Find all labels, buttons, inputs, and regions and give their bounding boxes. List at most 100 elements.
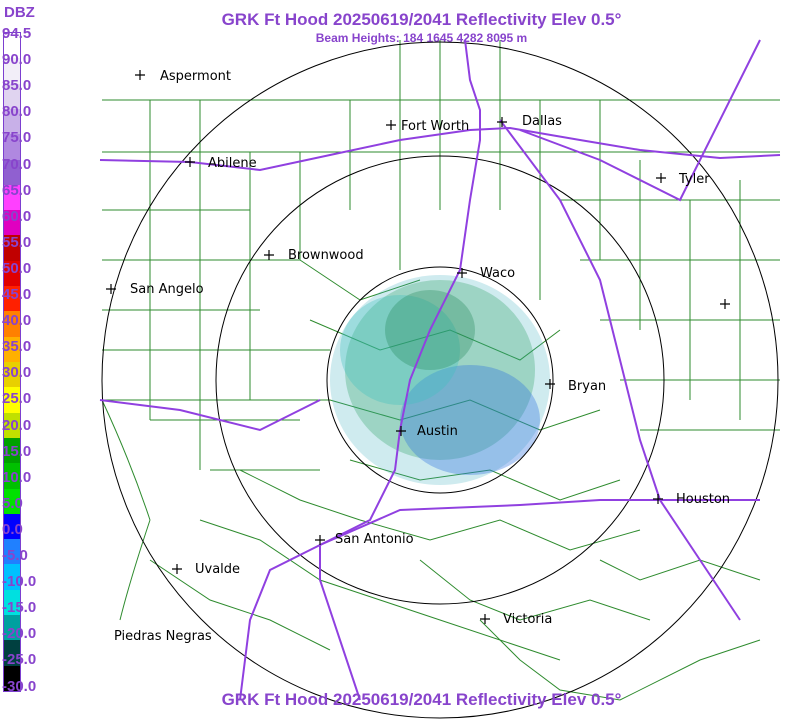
city-marker: Brownwood [264,248,364,263]
legend-swatch [4,58,20,84]
city-label: Houston [676,492,730,507]
legend-tick-label: -30.0 [2,677,37,695]
city-marker: Tyler [656,172,710,187]
city-label: Waco [480,266,515,281]
city-crosshair-icon [656,173,666,183]
city-label: Victoria [503,612,552,627]
legend-swatch [4,437,20,464]
legend-tick-label: 80.0 [2,103,32,121]
legend-swatch [4,387,20,413]
city-crosshair-icon [135,70,145,80]
city-crosshair-icon [480,614,490,624]
city-crosshair-icon [106,284,116,294]
city-crosshair-icon [457,268,467,278]
city-label: Abilene [208,156,257,171]
city-label: Aspermont [160,69,231,84]
legend-tick-label: 55.0 [2,233,32,251]
legend-swatch [4,362,20,388]
city-marker: Fort Worth [386,119,469,134]
legend-tick-label: 70.0 [2,155,32,173]
city-crosshair-icon [396,426,406,436]
legend-swatch [4,463,20,489]
city-marker: Houston [653,492,730,507]
city-markers: Aspermont Abilene Fort Worth Dallas Tyler Bro… [106,69,730,644]
legend-tick-label: 60.0 [2,207,32,225]
legend-swatch [4,134,20,160]
city-label: Uvalde [195,562,240,577]
legend-tick-label: 35.0 [2,338,32,356]
highways [99,39,781,701]
beam-heights-subtitle: Beam Heights: 184 1645 4282 8095 m [315,31,528,45]
legend-tick-label: -10.0 [2,573,37,591]
city-label: San Antonio [335,532,414,547]
legend-tick-label: 25.0 [2,390,32,408]
city-label: Piedras Negras [114,629,212,644]
legend-tick-label: 75.0 [2,129,32,147]
city-marker: Bryan [545,379,606,394]
city-crosshair-icon [545,379,555,389]
legend-swatch [4,83,20,109]
legend-swatch [4,539,20,565]
footer-title: GRK Ft Hood 20250619/2041 Reflectivity E… [221,690,622,709]
city-marker: Waco [457,266,515,281]
legend-tick-label: 90.0 [2,51,32,69]
city-crosshair-icon [264,250,274,260]
legend-swatch [4,589,20,616]
legend-tick-label: 85.0 [2,77,32,95]
legend-tick-label: 50.0 [2,259,32,277]
legend-swatch [4,184,20,211]
legend-swatch [4,412,20,438]
city-crosshair-icon [386,120,396,130]
city-marker: Victoria [480,612,552,627]
legend-tick-label: 40.0 [2,312,32,330]
legend-swatch [4,108,20,135]
legend-swatch [4,235,20,261]
radar-map[interactable]: Aspermont Abilene Fort Worth Dallas Tyler Bro… [46,0,797,726]
city-marker: San Antonio [315,532,414,547]
city-crosshair-icon [653,494,663,504]
city-crosshair-icon [172,564,182,574]
legend-tick-label: 20.0 [2,416,32,434]
legend-swatch [4,311,20,337]
city-crosshair-icon [315,535,325,545]
legend-tick-label: 94.5 [2,25,32,42]
legend-swatch [4,336,20,362]
city-label: Austin [417,424,458,439]
city-marker: San Angelo [106,282,204,297]
city-label: San Angelo [130,282,204,297]
legend-tick-label: 45.0 [2,286,32,303]
legend-tick-label: 10.0 [2,468,32,486]
city-marker [720,299,730,309]
city-label: Brownwood [288,248,364,263]
legend-tick-label: -5.0 [2,547,28,564]
city-marker: Austin [396,424,458,439]
city-label: Fort Worth [401,119,469,134]
city-marker: Aspermont [135,69,231,84]
city-label: Dallas [522,114,562,129]
legend-color-bar [3,32,21,692]
legend-tick-label: 65.0 [2,181,32,199]
city-crosshair-icon [497,117,507,127]
legend-swatch [4,33,20,59]
city-crosshair-icon [720,299,730,309]
city-crosshair-icon [185,157,195,167]
city-marker: Abilene [185,156,257,171]
legend-swatch [4,615,20,641]
legend-tick-label: -25.0 [2,651,37,669]
legend-tick-label: 5.0 [2,494,23,512]
legend-swatch [4,210,20,236]
legend-swatch [4,640,20,666]
legend-tick-label: 15.0 [2,442,32,460]
city-label: Bryan [568,379,606,394]
city-label: Tyler [678,172,710,187]
legend-swatch [4,286,20,312]
legend-swatch [4,260,20,287]
legend-tick-label: -20.0 [2,625,37,643]
city-marker: Dallas [497,114,562,129]
legend-tick-label: 30.0 [2,364,32,382]
legend-tick-label: 0.0 [2,520,23,538]
legend-title: DBZ [4,4,35,21]
legend-swatch [4,513,20,540]
dbz-legend: DBZ 94.5 90.0 85.0 80.0 75.0 70.0 65.0 60.0 55.0… [0,0,46,726]
legend-swatch [4,564,20,590]
